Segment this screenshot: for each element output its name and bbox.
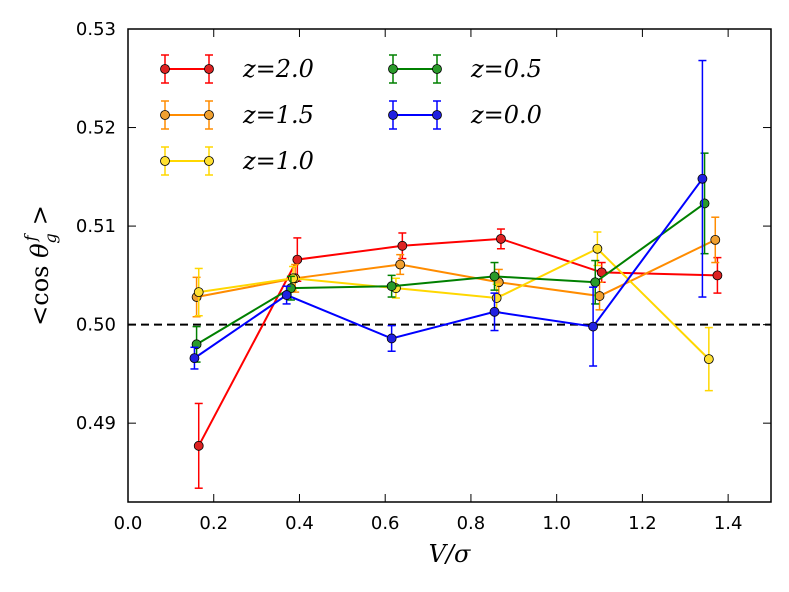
series-z0-5 — [191, 152, 710, 363]
x-tick-label: 0.2 — [199, 513, 228, 534]
x-axis-title: V/σ — [429, 540, 471, 568]
legend-label: z=0.0 — [470, 101, 542, 129]
y-tick-label: 0.49 — [76, 413, 116, 434]
data-point — [590, 277, 601, 288]
series-line — [197, 237, 718, 447]
data-point — [699, 198, 710, 209]
series-z1-0 — [193, 231, 714, 392]
legend-marker — [388, 64, 398, 74]
legend-marker — [204, 64, 214, 74]
data-point — [386, 281, 397, 292]
data-point — [288, 273, 298, 284]
series-z2-0 — [193, 228, 723, 489]
data-point — [397, 240, 408, 251]
x-tick-label: 0.0 — [114, 513, 143, 534]
data-point — [592, 243, 603, 254]
svg-text:<cos θgf>: <cos θgf> — [21, 205, 60, 326]
data-point — [712, 270, 723, 281]
data-point — [386, 333, 397, 344]
series-z1-5 — [191, 216, 721, 318]
legend-label: z=1.0 — [242, 147, 314, 175]
data-point — [491, 293, 502, 303]
data-point — [594, 291, 605, 301]
legend-label: z=0.5 — [470, 55, 542, 83]
legend-item: z=1.5 — [160, 100, 314, 130]
data-point — [697, 173, 708, 184]
legend-label: z=1.5 — [242, 101, 314, 129]
x-tick-label: 1.2 — [628, 513, 657, 534]
data-point — [281, 290, 292, 300]
legend-marker — [432, 64, 442, 74]
series-line — [196, 238, 716, 299]
x-tick-label: 0.8 — [457, 513, 486, 534]
legend-marker — [204, 156, 214, 166]
legend-item: z=0.5 — [388, 54, 542, 84]
x-tick-label: 0.6 — [371, 513, 400, 534]
series-layer — [189, 59, 723, 489]
series-line — [196, 202, 706, 346]
legend-marker — [388, 110, 398, 120]
data-point — [710, 234, 721, 245]
x-tick-label: 1.4 — [714, 513, 743, 534]
legend-marker — [160, 110, 170, 120]
y-axis-title: <cos θgf> — [21, 205, 60, 326]
legend-marker — [160, 64, 170, 74]
x-tick-label: 1.0 — [542, 513, 571, 534]
data-point — [189, 353, 200, 364]
y-tick-label: 0.51 — [76, 216, 116, 237]
y-tick-label: 0.53 — [76, 19, 116, 40]
legend-item: z=2.0 — [160, 54, 314, 84]
legend-item: z=0.0 — [388, 100, 542, 130]
series-line — [193, 178, 704, 359]
legend-item: z=1.0 — [160, 146, 314, 176]
y-tick-label: 0.52 — [76, 118, 116, 139]
legend-marker — [432, 110, 442, 120]
data-point — [193, 287, 204, 298]
y-tick-label: 0.50 — [76, 315, 116, 336]
series-z0-0 — [189, 59, 708, 370]
legend-marker — [160, 156, 170, 166]
data-point — [588, 321, 599, 332]
legend: z=2.0 z=1.5 z=1.0 z=0.5 z=0.0 — [160, 54, 542, 176]
plot-frame — [127, 28, 772, 503]
data-point — [193, 440, 204, 451]
data-point — [489, 271, 500, 282]
tick-layer: 0.0 0.2 0.4 0.6 0.8 1.0 1.2 1.4 0.49 0.50 0.51 0.52… — [76, 19, 771, 534]
data-point — [292, 254, 303, 265]
data-point — [703, 354, 714, 365]
x-tick-label: 0.4 — [285, 513, 314, 534]
legend-label: z=2.0 — [242, 55, 314, 83]
data-point — [395, 259, 406, 270]
data-point — [489, 306, 500, 317]
data-point — [496, 233, 506, 244]
legend-marker — [204, 110, 214, 120]
